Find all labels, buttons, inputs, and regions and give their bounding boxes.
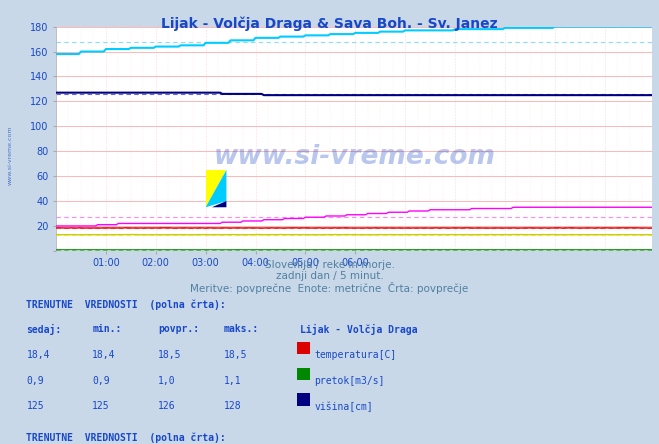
Text: maks.:: maks.: xyxy=(224,324,259,334)
Text: TRENUTNE  VREDNOSTI  (polna črta):: TRENUTNE VREDNOSTI (polna črta): xyxy=(26,433,226,444)
Text: Slovenija / reke in morje.: Slovenija / reke in morje. xyxy=(264,260,395,270)
Text: 18,5: 18,5 xyxy=(224,350,248,360)
Text: 18,4: 18,4 xyxy=(26,350,50,360)
Polygon shape xyxy=(206,170,227,207)
Text: temperatura[C]: temperatura[C] xyxy=(314,350,397,360)
Text: povpr.:: povpr.: xyxy=(158,324,199,334)
Text: 125: 125 xyxy=(26,401,44,412)
Text: 1,1: 1,1 xyxy=(224,376,242,386)
Text: TRENUTNE  VREDNOSTI  (polna črta):: TRENUTNE VREDNOSTI (polna črta): xyxy=(26,300,226,310)
Text: Lijak - Volčja Draga & Sava Boh. - Sv. Janez: Lijak - Volčja Draga & Sava Boh. - Sv. J… xyxy=(161,17,498,32)
Text: 126: 126 xyxy=(158,401,176,412)
Text: www.si-vreme.com: www.si-vreme.com xyxy=(214,144,495,170)
Text: min.:: min.: xyxy=(92,324,122,334)
Text: Meritve: povprečne  Enote: metrične  Črta: povprečje: Meritve: povprečne Enote: metrične Črta:… xyxy=(190,282,469,294)
Text: 0,9: 0,9 xyxy=(26,376,44,386)
Text: sedaj:: sedaj: xyxy=(26,324,61,335)
Text: 125: 125 xyxy=(92,401,110,412)
Text: 128: 128 xyxy=(224,401,242,412)
Polygon shape xyxy=(206,170,227,207)
Text: zadnji dan / 5 minut.: zadnji dan / 5 minut. xyxy=(275,271,384,281)
Text: www.si-vreme.com: www.si-vreme.com xyxy=(8,126,13,185)
Text: 18,4: 18,4 xyxy=(92,350,116,360)
Text: 1,0: 1,0 xyxy=(158,376,176,386)
Polygon shape xyxy=(212,201,227,207)
Text: višina[cm]: višina[cm] xyxy=(314,401,373,412)
Text: Lijak - Volčja Draga: Lijak - Volčja Draga xyxy=(300,324,417,335)
Text: 18,5: 18,5 xyxy=(158,350,182,360)
Text: pretok[m3/s]: pretok[m3/s] xyxy=(314,376,385,386)
Text: 0,9: 0,9 xyxy=(92,376,110,386)
